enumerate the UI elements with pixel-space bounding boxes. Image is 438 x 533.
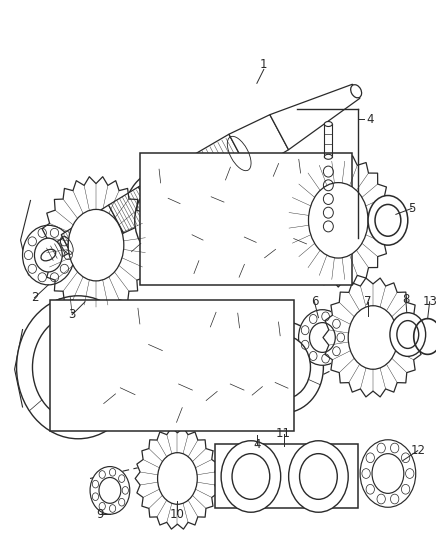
Ellipse shape (372, 454, 404, 494)
Ellipse shape (108, 324, 181, 411)
Bar (140, 153, 352, 285)
Text: 3: 3 (68, 308, 76, 321)
Text: 10: 10 (170, 508, 185, 521)
Polygon shape (85, 205, 124, 245)
Ellipse shape (35, 238, 62, 272)
Text: 8: 8 (402, 293, 410, 306)
Ellipse shape (165, 163, 260, 278)
Ellipse shape (308, 183, 368, 258)
Ellipse shape (325, 154, 332, 159)
Ellipse shape (390, 313, 426, 357)
Ellipse shape (299, 310, 346, 365)
Text: 7: 7 (364, 295, 372, 308)
Ellipse shape (93, 308, 196, 427)
Ellipse shape (207, 159, 311, 282)
Ellipse shape (368, 196, 408, 245)
Polygon shape (323, 278, 423, 397)
Ellipse shape (68, 209, 124, 281)
Polygon shape (162, 134, 250, 206)
Text: 4: 4 (253, 438, 261, 451)
Ellipse shape (196, 313, 292, 422)
Ellipse shape (41, 249, 56, 261)
Text: 5: 5 (408, 202, 415, 215)
Ellipse shape (232, 454, 270, 499)
Ellipse shape (158, 453, 197, 504)
Ellipse shape (32, 313, 124, 421)
Ellipse shape (221, 441, 281, 512)
Ellipse shape (360, 440, 416, 507)
Text: 11: 11 (276, 427, 291, 440)
Ellipse shape (244, 321, 323, 413)
Ellipse shape (257, 335, 311, 399)
Polygon shape (270, 84, 360, 150)
Ellipse shape (90, 466, 130, 514)
Ellipse shape (123, 169, 206, 272)
Ellipse shape (22, 225, 74, 285)
Bar (50, 300, 293, 431)
Polygon shape (61, 220, 98, 256)
Text: 13: 13 (422, 295, 437, 308)
Text: 9: 9 (96, 508, 104, 521)
Text: 1: 1 (260, 58, 268, 71)
Ellipse shape (221, 173, 297, 268)
Polygon shape (109, 187, 155, 233)
Ellipse shape (325, 122, 332, 126)
Ellipse shape (300, 454, 337, 499)
Ellipse shape (99, 478, 121, 503)
Ellipse shape (268, 173, 343, 268)
Ellipse shape (351, 85, 362, 98)
Polygon shape (135, 428, 220, 529)
Text: 12: 12 (410, 444, 425, 457)
Polygon shape (138, 173, 180, 219)
Ellipse shape (397, 321, 419, 349)
Polygon shape (283, 154, 394, 287)
Polygon shape (40, 177, 152, 313)
Ellipse shape (159, 324, 233, 411)
Ellipse shape (375, 205, 401, 236)
Ellipse shape (348, 306, 398, 369)
Polygon shape (45, 238, 71, 262)
Ellipse shape (177, 176, 247, 264)
Polygon shape (229, 115, 289, 173)
Ellipse shape (289, 441, 348, 512)
Text: 6: 6 (311, 295, 318, 308)
Ellipse shape (210, 328, 278, 407)
Ellipse shape (135, 183, 194, 258)
Ellipse shape (254, 159, 357, 282)
Bar (215, 444, 358, 508)
Text: 2: 2 (31, 291, 38, 304)
Text: 4: 4 (366, 112, 374, 126)
Ellipse shape (17, 296, 140, 439)
Ellipse shape (145, 308, 248, 427)
Ellipse shape (310, 322, 336, 352)
